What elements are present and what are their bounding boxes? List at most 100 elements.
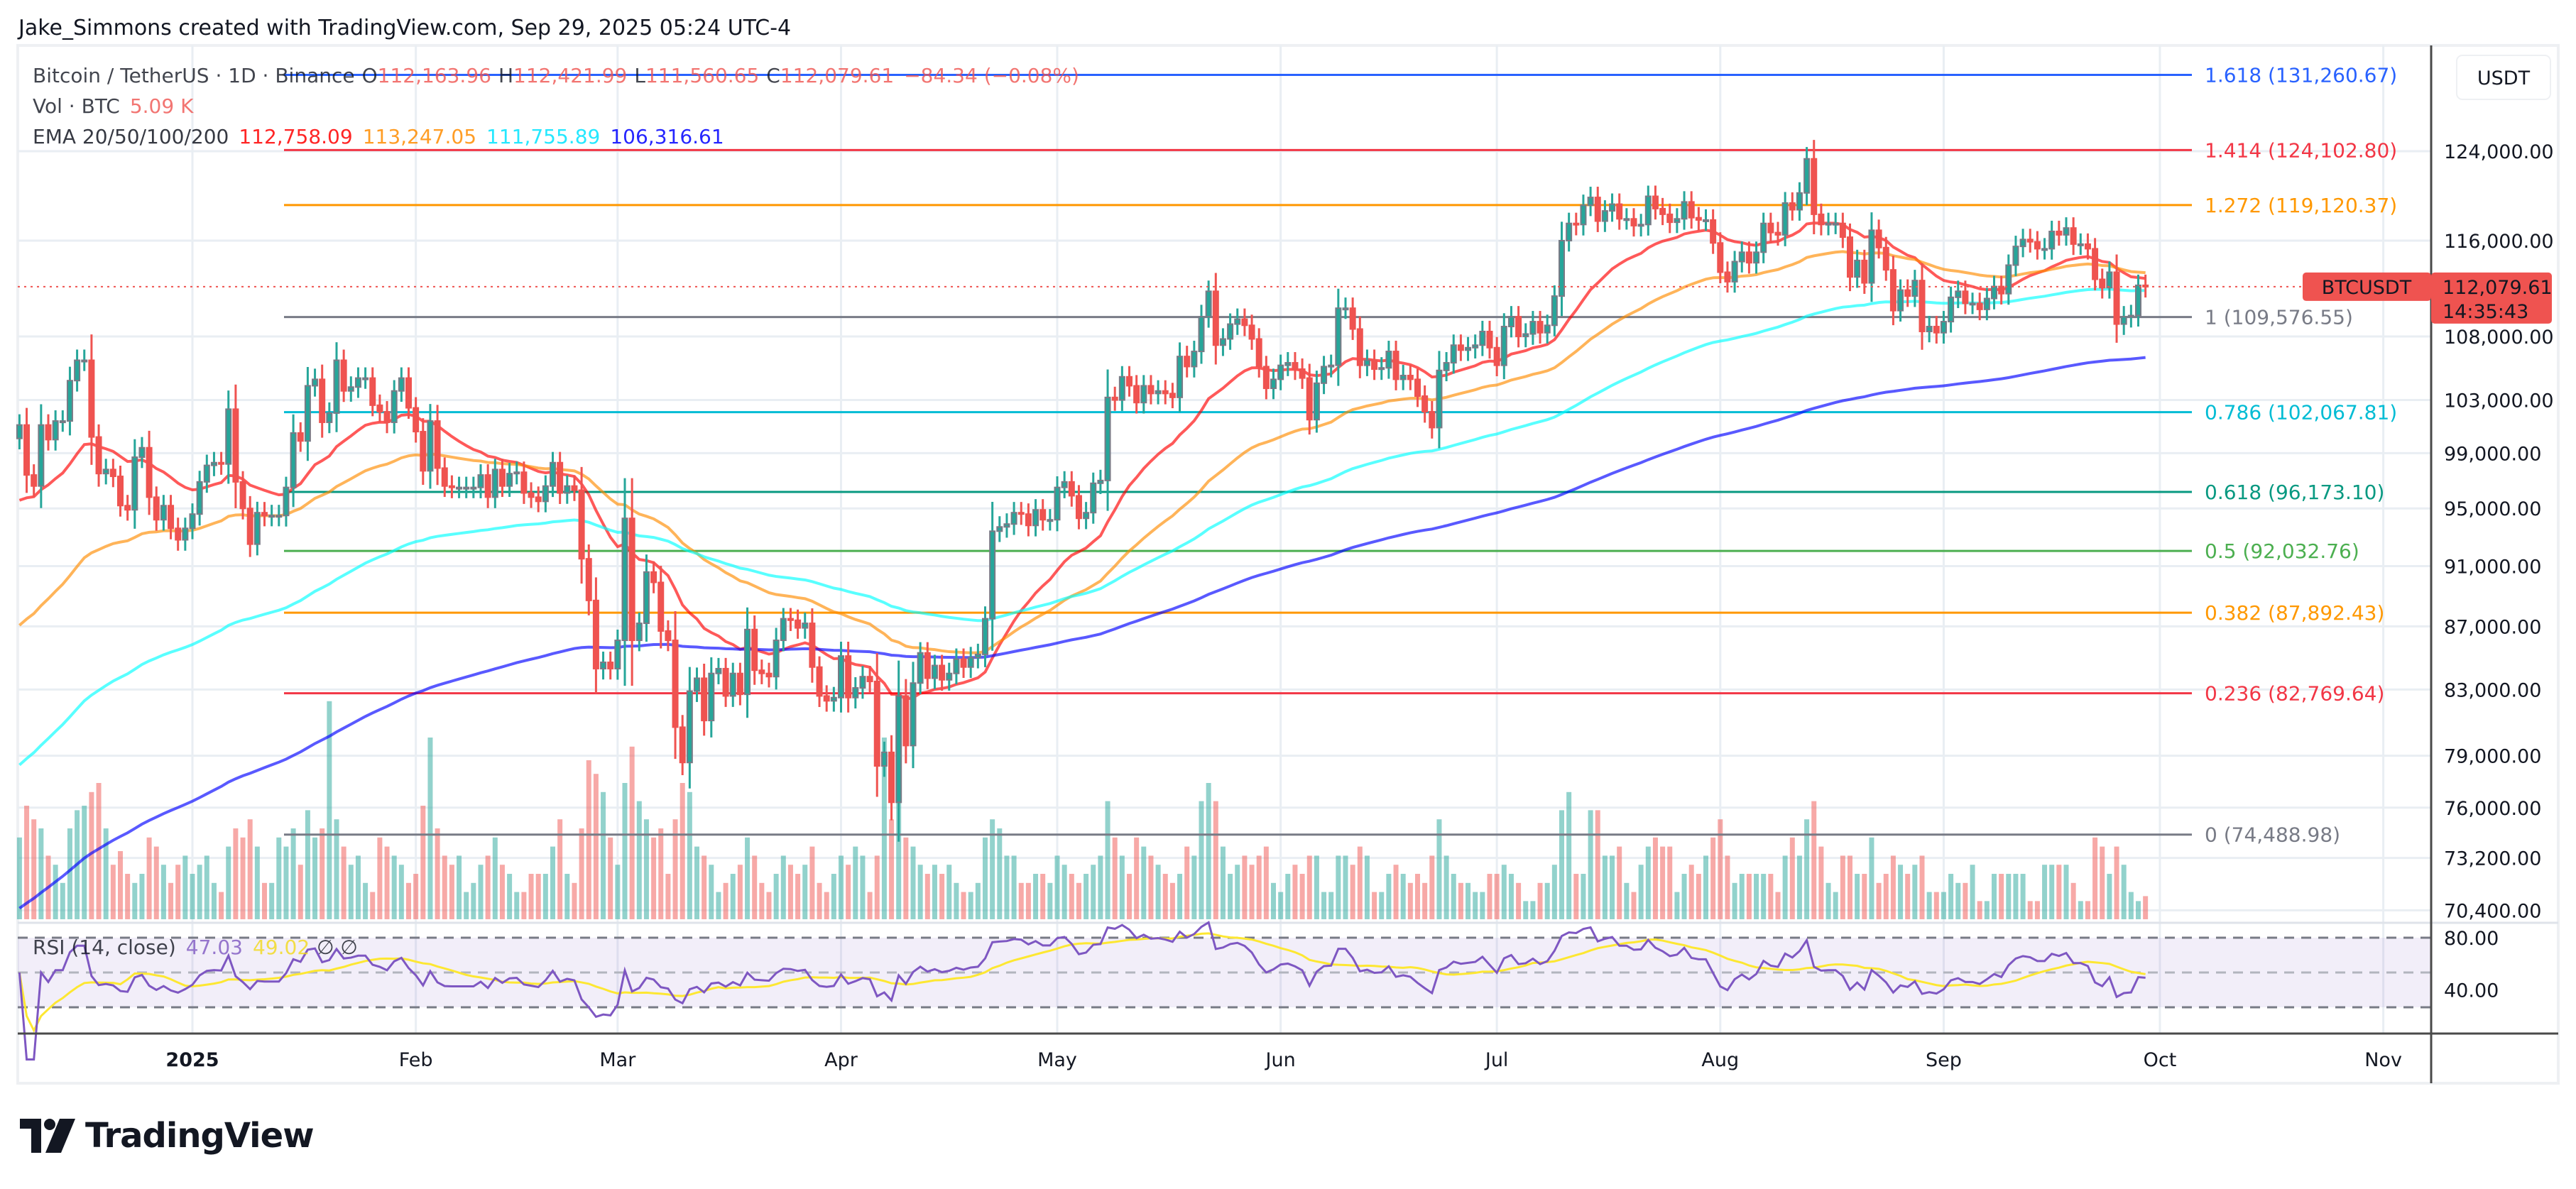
candle-body: [268, 515, 275, 518]
volume-bar: [1970, 865, 1975, 919]
candle-body: [550, 461, 556, 487]
volume-bar: [67, 828, 72, 919]
candle-body: [953, 658, 960, 674]
candle-body: [1933, 326, 1940, 334]
candle-body: [1882, 246, 1889, 271]
volume-bar: [103, 828, 109, 919]
candle-body: [1515, 316, 1522, 337]
legend-symbol[interactable]: Bitcoin / TetherUS · 1D · Binance O112,16…: [33, 64, 1079, 87]
currency-label: USDT: [2477, 67, 2531, 89]
candle-down: [1904, 279, 1911, 307]
volume-bar: [1155, 865, 1161, 919]
candle-body: [1767, 222, 1774, 234]
volume-bar: [1696, 874, 1701, 919]
candle-body: [45, 424, 52, 441]
price-axis-label: 79,000.00: [2444, 746, 2541, 768]
candle-body: [1811, 158, 1818, 215]
volume-bar: [146, 837, 152, 919]
rsi-ma-line: [18, 932, 2146, 1034]
candle-body: [23, 424, 31, 476]
candle-body: [1955, 290, 1962, 298]
volume-bar: [643, 819, 649, 919]
fib-level-label: 1.414 (124,102.80): [2205, 138, 2397, 162]
legend-rsi[interactable]: RSI (14, close) 47.03 49.02 ∅ ∅: [33, 936, 358, 959]
candle-down: [1075, 485, 1082, 530]
candle-down: [109, 459, 116, 488]
volume-bar: [839, 855, 844, 919]
time-axis-label: Feb: [399, 1049, 433, 1071]
tradingview-logo[interactable]: TradingView: [20, 1116, 315, 1156]
volume-bar: [1112, 837, 1118, 919]
candle-down: [1457, 334, 1464, 361]
price-axis-label: 87,000.00: [2444, 616, 2541, 638]
candle-up: [1097, 469, 1104, 494]
attribution-text: Jake_Simmons created with TradingView.co…: [18, 16, 792, 40]
candle-down: [1774, 221, 1781, 246]
rsi-pane: [18, 921, 2431, 1061]
price-axis-label: 124,000.00: [2444, 141, 2554, 163]
candle-down: [1919, 263, 1926, 350]
candle-body: [1126, 376, 1133, 387]
volume-bar: [939, 874, 945, 919]
volume-bar: [1487, 874, 1492, 919]
candle-down: [607, 651, 614, 680]
volume-bar: [874, 855, 880, 919]
legend-ema[interactable]: EMA 20/50/100/200 112,758.09 113,247.05 111…: [33, 125, 724, 148]
volume-bar: [1220, 846, 1226, 919]
volume-bar: [1617, 846, 1622, 919]
volume-bar: [1127, 874, 1132, 919]
volume-bar: [528, 874, 534, 919]
candle-body: [830, 696, 837, 702]
candle-body: [1904, 289, 1911, 297]
candle-body: [2113, 271, 2120, 325]
candle-body: [557, 461, 564, 494]
candle-up: [102, 459, 109, 485]
candle-body: [765, 672, 773, 678]
candle-body: [1443, 362, 1450, 371]
volume-bar: [1718, 819, 1723, 919]
candle-up: [1443, 352, 1450, 382]
volume-bar: [1883, 874, 1889, 919]
candle-body: [657, 581, 665, 632]
candle-body: [802, 623, 809, 629]
volume-bar: [1926, 892, 1932, 919]
volume-bar: [2042, 865, 2048, 919]
candle-up: [780, 608, 787, 652]
volume-bar: [1191, 855, 1197, 919]
currency-button[interactable]: USDT: [2456, 55, 2551, 100]
candle-up: [1061, 471, 1068, 498]
legend-volume[interactable]: Vol · BTC 5.09 K: [33, 94, 194, 118]
candle-body: [1818, 213, 1825, 226]
volume-bar: [1825, 882, 1831, 919]
candle-body: [1349, 307, 1356, 330]
candle-up: [2135, 274, 2141, 327]
candle-up: [729, 662, 736, 707]
candle-up: [830, 686, 837, 712]
candle-body: [1868, 229, 1875, 284]
candle-body: [1212, 290, 1219, 346]
candle-body: [506, 473, 513, 487]
volume-bar: [514, 892, 520, 919]
volume-bar: [435, 828, 440, 919]
volume-bar: [961, 892, 966, 919]
candle-up: [427, 404, 434, 489]
candle-up: [362, 367, 369, 389]
candle-body: [1241, 318, 1248, 327]
candle-body: [880, 751, 888, 767]
fibonacci-retracement[interactable]: 1.618 (131,260.67) 1.414 (124,102.80) 1.27…: [284, 64, 2397, 847]
candle-up: [1760, 212, 1767, 263]
volume-bar: [1523, 901, 1529, 919]
volume-bar: [175, 865, 181, 919]
candle-body: [1537, 321, 1544, 334]
candle-body: [420, 431, 427, 472]
candle-body: [1753, 251, 1760, 264]
volume-bar: [290, 828, 296, 919]
candle-down: [175, 517, 182, 551]
candle-down: [2026, 229, 2034, 253]
candle-body: [261, 512, 268, 517]
candle-down: [484, 464, 491, 508]
volume-bar: [1544, 882, 1550, 919]
candle-down: [1515, 306, 1522, 348]
candle-up: [1703, 209, 1709, 231]
